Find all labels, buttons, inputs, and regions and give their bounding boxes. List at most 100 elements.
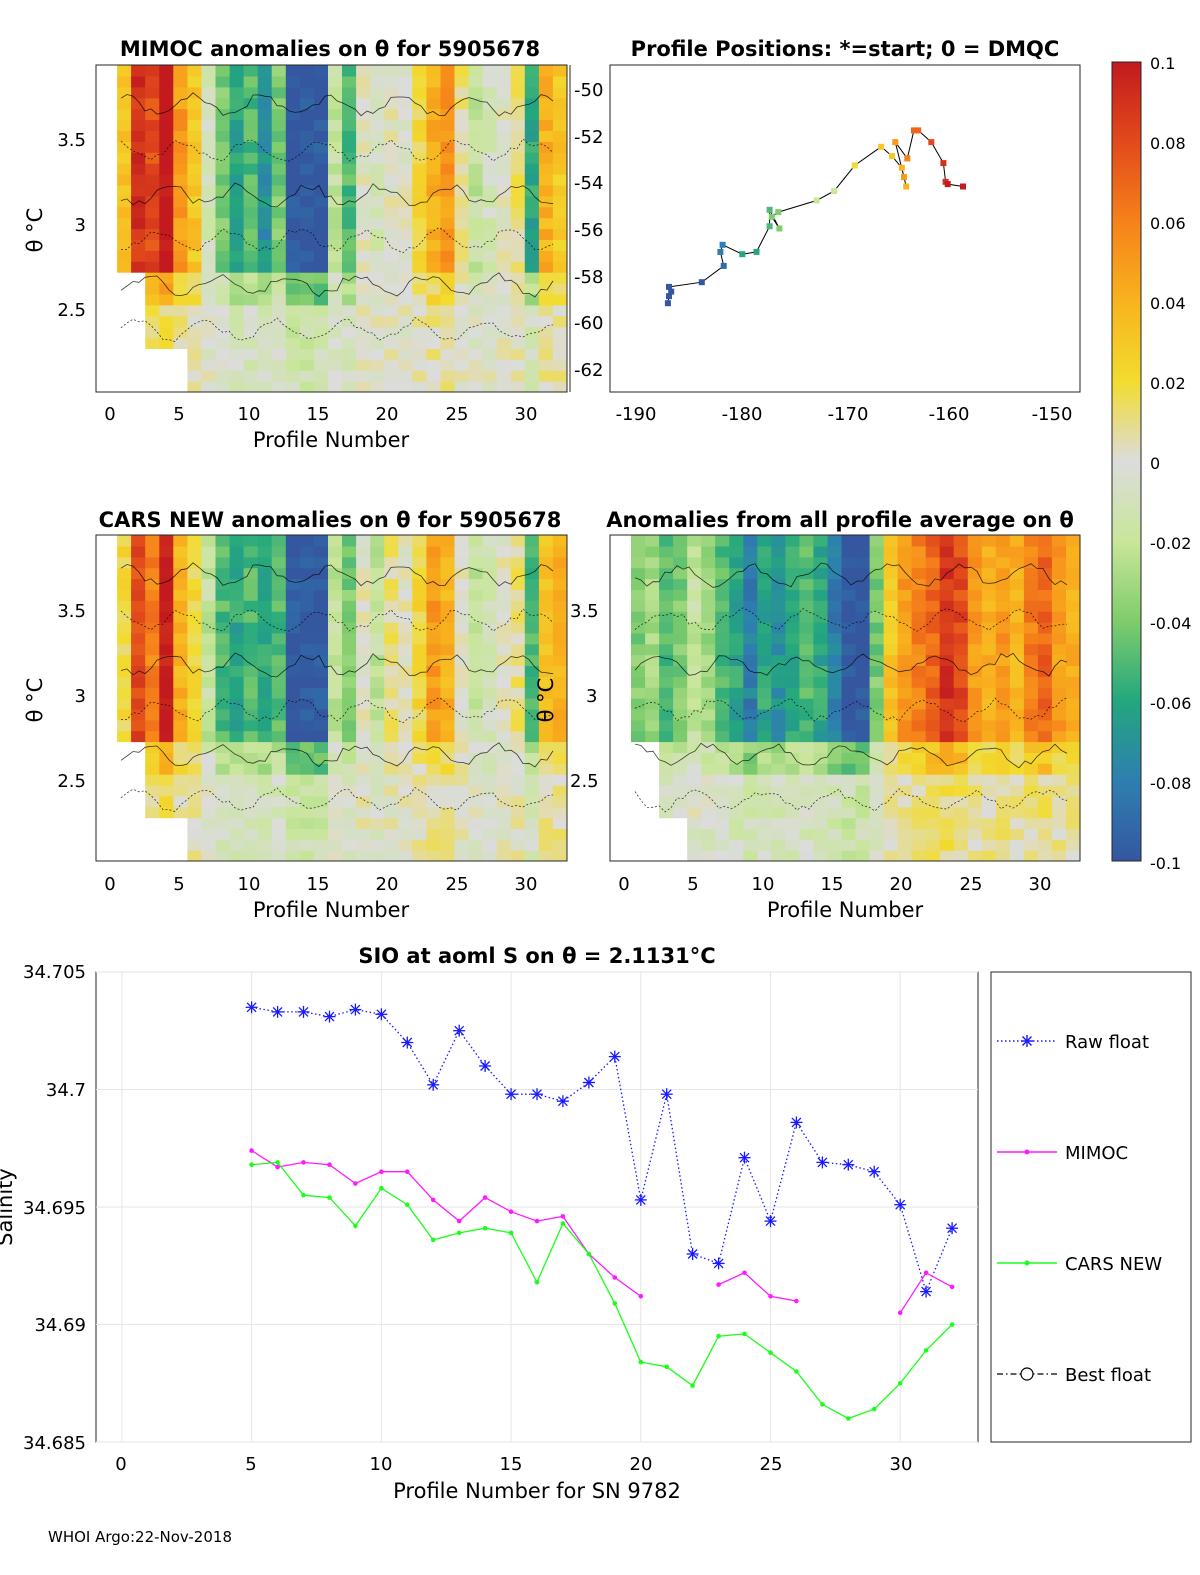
profavg-cell	[687, 578, 702, 590]
cars-cell	[257, 578, 273, 590]
mimoc-cell	[159, 65, 174, 77]
profavg-cell	[687, 817, 702, 829]
profavg-cell	[995, 643, 1011, 656]
profavg-cell	[827, 698, 843, 710]
mimoc-cell	[468, 97, 484, 110]
cars-cell	[257, 752, 273, 764]
profavg-cell	[967, 600, 983, 612]
mimoc-cell	[538, 293, 554, 306]
cars-cell	[370, 687, 385, 699]
positions-ytick: -56	[574, 220, 603, 241]
cars-cell	[398, 741, 413, 753]
profavg-cell	[953, 752, 969, 764]
mimoc-cell	[440, 370, 456, 382]
cars-cell	[468, 621, 484, 634]
profavg-cell	[939, 698, 955, 710]
mimoc-cell	[454, 283, 470, 295]
cars-cell	[496, 556, 512, 569]
cars-cell	[285, 850, 301, 861]
cars-cell	[285, 774, 301, 786]
cars-cell	[299, 784, 315, 797]
series-point-2	[742, 1331, 747, 1337]
profavg-cell	[743, 741, 758, 753]
profavg-cell	[631, 698, 646, 710]
cars-cell	[299, 752, 315, 764]
cars-cell	[131, 545, 146, 558]
mimoc-cell	[524, 337, 540, 349]
profavg-cell	[1009, 535, 1025, 547]
mimoc-cell	[482, 370, 498, 382]
profavg-cell	[897, 708, 913, 721]
mimoc-cell	[145, 174, 160, 186]
mimoc-cell	[552, 348, 567, 360]
mimoc-cell	[313, 228, 329, 240]
cars-xtick: 0	[104, 874, 115, 895]
cars-cell	[257, 556, 273, 569]
profavg-cell	[757, 763, 772, 775]
mimoc-cell	[117, 184, 132, 197]
cars-cell	[229, 589, 245, 601]
profavg-cell	[659, 632, 674, 645]
cars-cell	[454, 687, 470, 699]
cars-cell	[299, 654, 315, 666]
mimoc-cell	[370, 326, 385, 339]
cars-cell	[342, 600, 357, 612]
mimoc-cell	[552, 239, 567, 251]
cars-cell	[313, 730, 329, 743]
cars-cell	[524, 730, 540, 743]
profavg-cell	[995, 763, 1011, 775]
profavg-cell	[687, 654, 702, 666]
profavg-cell	[785, 611, 800, 623]
series-point-1	[482, 1195, 488, 1200]
mimoc-cell	[454, 65, 470, 77]
profavg-cell	[953, 621, 969, 634]
mimoc-cell	[215, 228, 231, 240]
profavg-cell	[953, 719, 969, 732]
mimoc-cell	[299, 348, 315, 360]
mimoc-cell	[243, 261, 259, 273]
mimoc-cell	[454, 108, 470, 121]
profavg-cell	[785, 600, 800, 612]
profavg-cell	[701, 535, 716, 547]
mimoc-cell	[356, 293, 371, 306]
mimoc-cell	[271, 141, 287, 153]
profavg-cell	[1051, 752, 1067, 764]
mimoc-cell	[524, 119, 540, 131]
cars-cell	[173, 545, 188, 558]
mimoc-cell	[187, 108, 203, 121]
profavg-cell	[813, 839, 828, 851]
mimoc-cell	[215, 359, 231, 371]
series-point-2	[456, 1230, 462, 1236]
profavg-cell	[673, 730, 688, 743]
mimoc-cell	[201, 75, 217, 88]
cars-cell	[159, 632, 174, 645]
cars-cell	[299, 556, 315, 569]
cars-cell	[552, 578, 567, 590]
cars-cell	[328, 795, 343, 808]
cars-cell	[496, 839, 512, 851]
mimoc-cell	[299, 272, 315, 284]
mimoc-cell	[229, 239, 245, 251]
cars-cell	[131, 578, 146, 590]
cars-cell	[370, 730, 385, 743]
mimoc-cell	[426, 250, 442, 262]
profavg-cell	[701, 676, 716, 688]
cars-cell	[510, 665, 526, 677]
mimoc-cell	[131, 261, 146, 273]
cars-cell	[313, 828, 329, 840]
cars-cell	[384, 752, 399, 764]
mimoc-cell	[454, 315, 470, 328]
mimoc-cell	[342, 108, 357, 121]
cars-cell	[384, 708, 399, 721]
profavg-cell	[1023, 611, 1039, 623]
mimoc-cell	[328, 119, 343, 131]
mimoc-cell	[328, 184, 343, 197]
cars-cell	[328, 784, 343, 797]
profavg-cell	[771, 643, 786, 656]
profavg-cell	[855, 578, 871, 590]
cars-cell	[285, 784, 301, 797]
cars-cell	[510, 741, 526, 753]
profavg-cell	[813, 850, 828, 861]
cars-cell	[285, 839, 301, 851]
cars-cell	[468, 752, 484, 764]
